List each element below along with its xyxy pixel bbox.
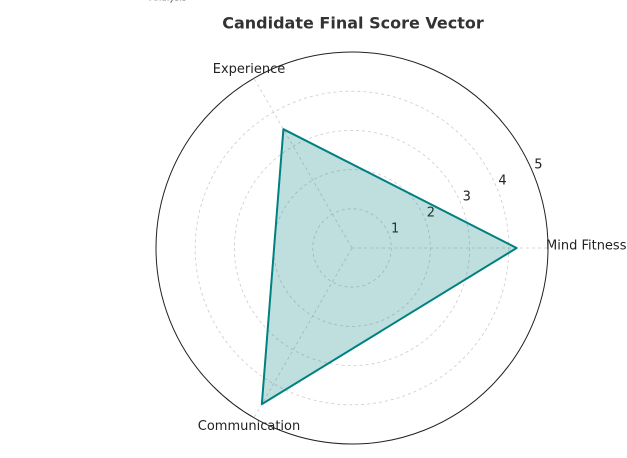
chart-title: Candidate Final Score Vector: [222, 14, 484, 33]
r-tick-label: 2: [427, 205, 435, 220]
outer-ring: [155, 51, 549, 445]
r-tick-label: 1: [391, 221, 399, 236]
spoke: [253, 247, 353, 418]
spoke: [253, 78, 353, 249]
r-tick-label: 5: [534, 158, 542, 173]
category-label: Communication: [198, 419, 300, 434]
score-area: [260, 128, 518, 406]
grid-ring: [312, 208, 392, 288]
r-tick-label: 4: [498, 173, 506, 188]
r-tick-label: 3: [463, 189, 471, 204]
grid-ring: [233, 129, 470, 366]
category-label: Experience: [213, 62, 286, 77]
annotation: Analysis: [149, 0, 186, 4]
category-label: Mind Fitness: [546, 239, 627, 254]
